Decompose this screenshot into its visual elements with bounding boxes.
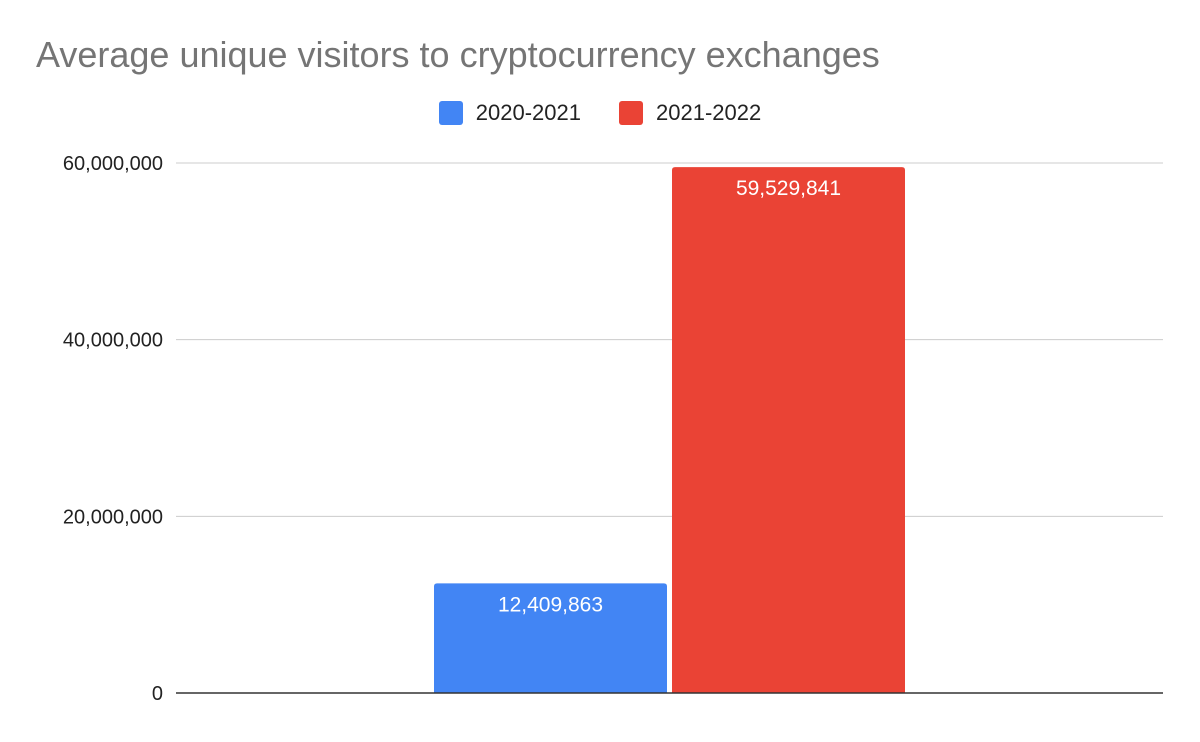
gridlines — [176, 162, 1163, 517]
y-tick-label: 20,000,000 — [63, 506, 163, 528]
legend-label-series-2: 2021-2022 — [656, 100, 762, 125]
bar-series-2[interactable] — [672, 167, 905, 693]
y-tick-label: 60,000,000 — [63, 153, 163, 175]
legend-item-series-1[interactable]: 2020-2021 — [438, 100, 581, 126]
y-tick-label: 40,000,000 — [63, 330, 163, 352]
legend-label-series-1: 2020-2021 — [475, 100, 581, 125]
chart-title: Average unique visitors to cryptocurrenc… — [36, 34, 880, 75]
legend-swatch-series-1 — [438, 101, 463, 125]
data-label-series-1: 12,409,863 — [498, 593, 603, 616]
bars — [434, 167, 905, 693]
data-labels: 0 20,000,000 40,000,000 60,000,000 12,409,86… — [63, 153, 841, 705]
y-tick-label: 0 — [152, 683, 163, 705]
legend-swatch-series-2 — [619, 101, 643, 125]
legend-item-series-2[interactable]: 2021-2022 — [619, 100, 761, 126]
data-label-series-2: 59,529,841 — [736, 177, 841, 200]
legend: 2020-2021 2021-2022 — [0, 100, 1200, 126]
bar-series-1[interactable] — [434, 583, 667, 693]
